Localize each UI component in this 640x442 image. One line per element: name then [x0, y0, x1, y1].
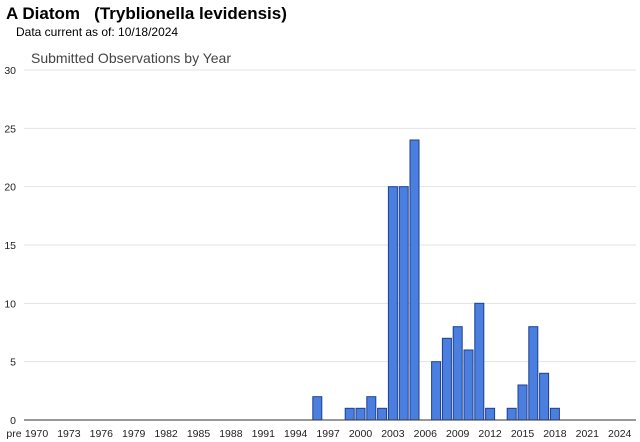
bar-2012: [485, 407, 496, 421]
y-tick-label: 20: [4, 182, 16, 194]
x-tick-label: 1988: [219, 428, 243, 440]
page-title: A Diatom (Tryblionella levidensis): [6, 4, 287, 23]
x-tick-label: 2000: [349, 428, 373, 440]
x-tick-label: pre: [6, 428, 21, 440]
bar-2005: [409, 139, 420, 421]
bar-2011: [474, 302, 485, 421]
x-tick-label: 2021: [576, 428, 600, 440]
x-tick-label: 1982: [154, 428, 178, 440]
x-tick-label: 2012: [478, 428, 502, 440]
bar-2016: [528, 326, 539, 421]
bar-2009: [452, 326, 463, 421]
bar-2004: [398, 186, 409, 421]
bar-2015: [517, 384, 528, 421]
x-tick-label: 2003: [381, 428, 405, 440]
y-tick-label: 10: [4, 298, 16, 310]
y-tick-label: 15: [4, 240, 16, 252]
x-tick-label: 2024: [608, 428, 632, 440]
x-tick-label: 1979: [122, 428, 146, 440]
bar-2003: [387, 186, 398, 421]
x-tick-label: 2006: [414, 428, 438, 440]
x-tick-label: 2018: [543, 428, 567, 440]
x-tick-label: 2009: [446, 428, 470, 440]
bar-2007: [431, 361, 442, 421]
bar-2001: [366, 396, 377, 421]
y-tick-label: 0: [10, 415, 16, 427]
x-tick-label: 1973: [57, 428, 81, 440]
bar-2002: [377, 407, 388, 421]
data-current-date: Data current as of: 10/18/2024: [16, 25, 179, 39]
bar-2010: [463, 349, 474, 421]
x-tick-label: 1985: [187, 428, 211, 440]
x-tick-label: 1997: [316, 428, 340, 440]
bar-2014: [506, 407, 517, 421]
chart-title: Submitted Observations by Year: [31, 50, 231, 66]
y-tick-label: 30: [4, 65, 16, 77]
x-tick-label: 1991: [252, 428, 276, 440]
x-tick-label: 2015: [511, 428, 535, 440]
y-tick-label: 25: [4, 123, 16, 135]
x-tick-label: 1976: [90, 428, 114, 440]
bar-2017: [539, 372, 550, 421]
bar-2000: [355, 407, 366, 421]
x-tick-label: 1970: [25, 428, 49, 440]
bar-1996: [312, 396, 323, 421]
bar-1999: [344, 407, 355, 421]
bar-2008: [441, 337, 452, 421]
y-tick-label: 5: [10, 357, 16, 369]
x-tick-label: 1994: [284, 428, 308, 440]
bar-2018: [549, 407, 560, 421]
